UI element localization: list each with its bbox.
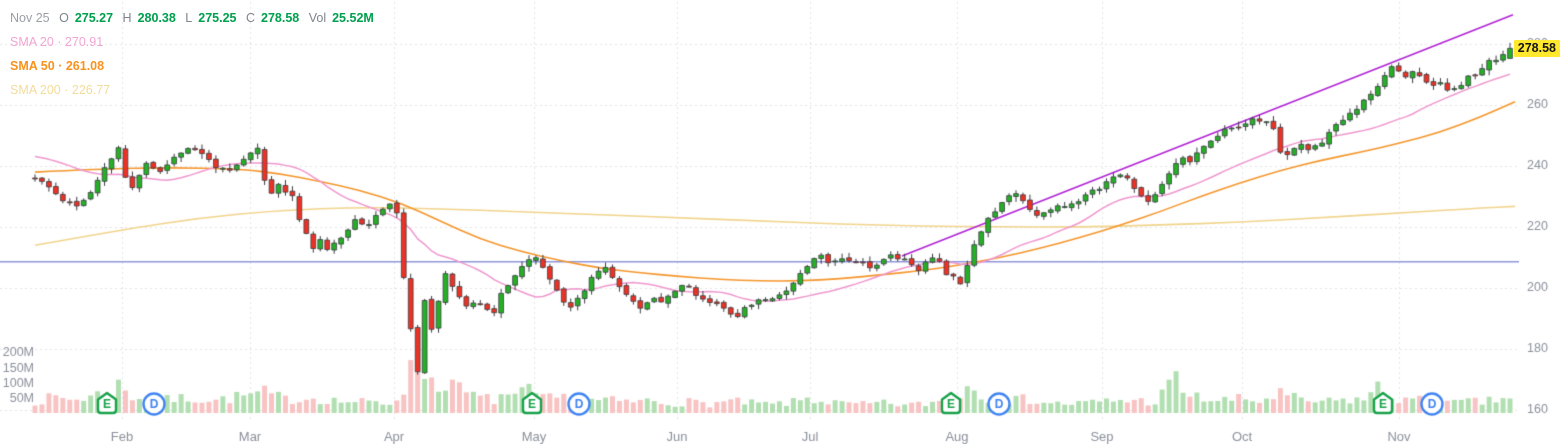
- high-value: 280.38: [137, 11, 176, 25]
- open-value: 275.27: [74, 11, 114, 25]
- sma200-legend-row: SMA 200 · 226.77: [10, 83, 111, 97]
- ohlc-legend-row: Nov 25 O 275.27 H 280.38 L 275.25 C 278.58 V…: [10, 6, 380, 30]
- volume-label: Vol: [308, 11, 327, 25]
- low-value: 275.25: [198, 11, 237, 25]
- close-label: C: [245, 11, 255, 25]
- sma50-legend-row: SMA 50 · 261.08: [10, 59, 105, 73]
- open-label: O: [59, 11, 69, 25]
- low-label: L: [185, 11, 193, 25]
- high-label: H: [122, 11, 132, 25]
- sma20-legend-row: SMA 20 · 270.91: [10, 35, 104, 49]
- chart-legend: Nov 25 O 275.27 H 280.38 L 275.25 C 278.58 V…: [10, 6, 380, 102]
- last-price-badge: 278.58: [1513, 40, 1560, 57]
- volume-value: 25.52M: [332, 11, 374, 25]
- close-value: 278.58: [261, 11, 300, 25]
- legend-date: Nov 25: [10, 11, 50, 25]
